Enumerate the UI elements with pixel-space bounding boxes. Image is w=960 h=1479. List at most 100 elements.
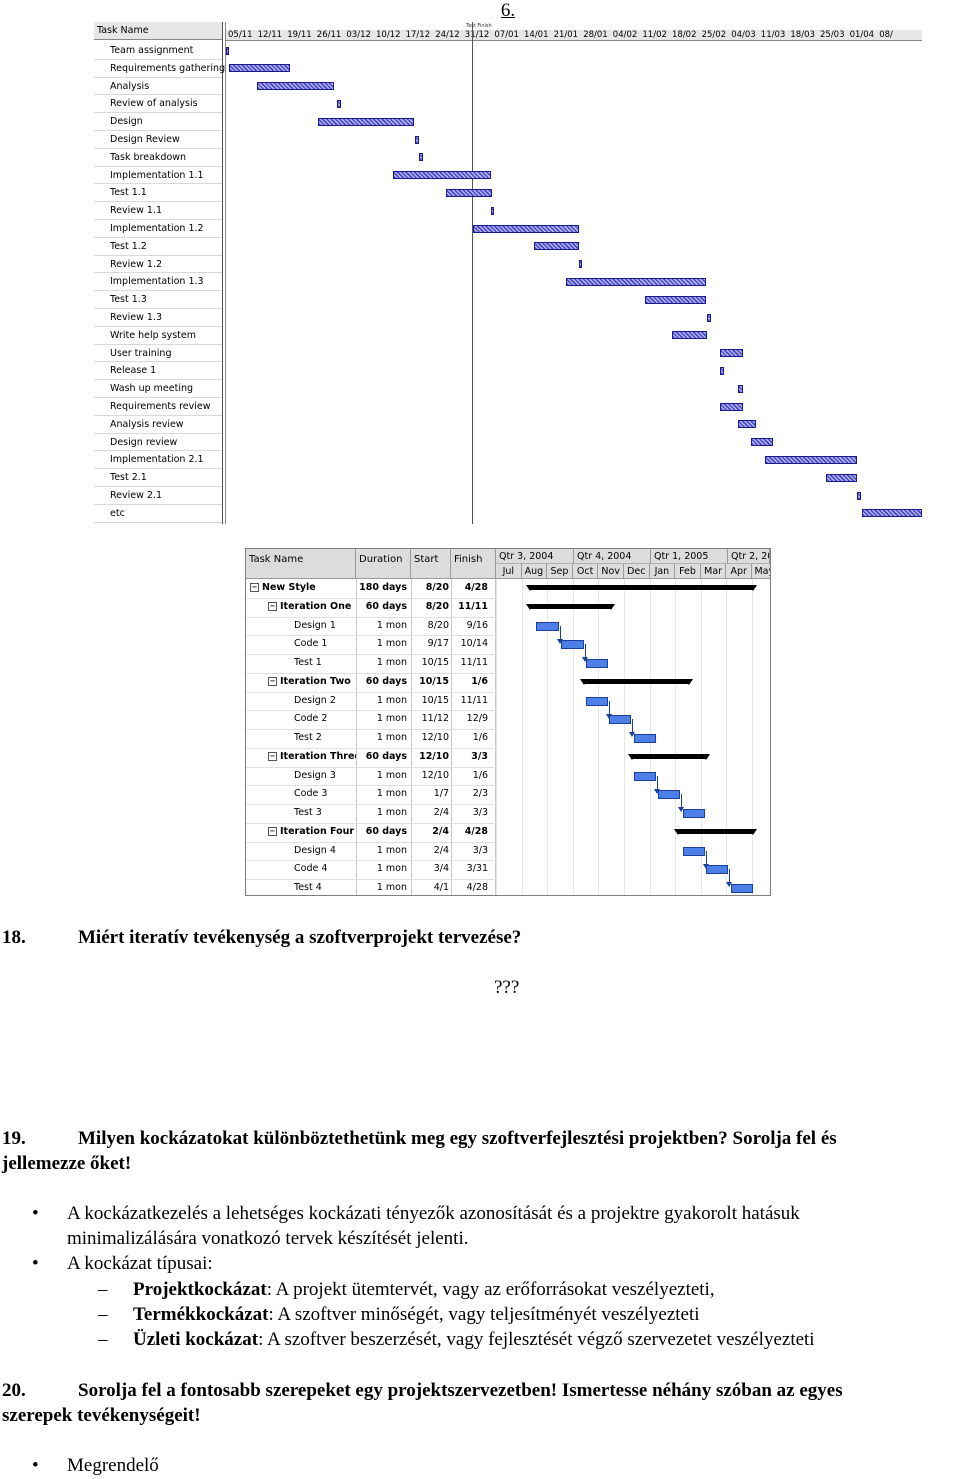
task-row: Test 1.2 <box>94 238 222 256</box>
task-row: Review 1.1 <box>94 202 222 220</box>
timeline-date-label: 12/11 <box>257 30 283 40</box>
timeline-header: 05/11 12/11 19/11 26/11 03/12 10/12 17/12 24/12… <box>226 30 922 41</box>
task-name-header: Task Name <box>94 22 222 40</box>
timeline-date-label: 05/11 <box>228 30 253 40</box>
dependency-arrow <box>654 775 660 794</box>
task-name-label: Test 3 <box>294 807 322 818</box>
finish-cell: 11/11 <box>458 600 488 612</box>
collapse-toggle-icon[interactable]: − <box>268 826 277 836</box>
bullet-icon: • <box>32 1253 39 1274</box>
task-name-label: Test 2 <box>294 732 322 743</box>
task-bar <box>765 455 857 464</box>
month-gridline <box>752 579 753 895</box>
collapse-toggle-icon[interactable]: − <box>250 583 259 592</box>
task-name-label: Iteration Two <box>280 675 351 687</box>
task-bar <box>683 846 705 856</box>
dependency-arrow <box>557 625 563 644</box>
timeline-date-label: 28/01 <box>583 30 608 40</box>
collapse-toggle-icon[interactable]: − <box>268 601 277 611</box>
task-bar <box>226 46 229 55</box>
month-gridline <box>547 579 549 895</box>
task-name-cell: Design 1 <box>246 617 356 636</box>
task-name-label: Code 2 <box>294 713 328 725</box>
risk-term: Projektkockázat <box>133 1279 267 1300</box>
duration-cell: 60 days <box>365 675 407 687</box>
dependency-arrow <box>606 700 612 719</box>
gantt-chart-2: Task Name Duration Start Finish Qtr 3, 2… <box>245 548 771 896</box>
dependency-arrow <box>703 850 709 869</box>
divider <box>222 22 223 524</box>
finish-cell: 2/3 <box>472 788 488 800</box>
timeline-date-label: 24/12 <box>435 30 460 40</box>
task-bar <box>672 331 707 340</box>
task-row: Review 1.2 <box>94 256 222 274</box>
task-name-cell: − New Style <box>246 579 356 598</box>
task-row: User training <box>94 345 222 363</box>
risk-desc: : A szoftver beszerzését, vagy fejleszté… <box>258 1329 815 1350</box>
column-divider <box>411 579 412 895</box>
task-row: Release 1 <box>94 362 222 381</box>
task-name-label: Code 4 <box>294 863 328 875</box>
question-18-answer: ??? <box>494 977 520 998</box>
quarter-header: Qtr 2, 20 <box>728 549 770 564</box>
collapse-toggle-icon[interactable]: − <box>268 751 277 761</box>
timeline-date-label: 26/11 <box>316 30 342 40</box>
question-20-text-cont: szerepek tevékenységeit! <box>2 1405 201 1426</box>
start-cell: 11/12 <box>421 713 449 725</box>
duration-cell: 1 mon <box>376 882 407 893</box>
summary-bar <box>526 603 615 610</box>
task-name-label: Design 2 <box>294 694 336 706</box>
duration-cell: 60 days <box>365 600 407 612</box>
task-bar <box>393 171 491 180</box>
finish-cell: 4/28 <box>466 882 488 893</box>
finish-cell: 1/6 <box>472 769 488 781</box>
task-row: Implementation 1.3 <box>94 273 222 292</box>
row-divider <box>246 785 496 787</box>
task-bar <box>634 771 656 781</box>
task-bar <box>658 790 680 800</box>
timeline-date-label: 25/03 <box>820 30 845 40</box>
task-bar <box>419 153 423 162</box>
finish-cell: 9/16 <box>466 619 488 631</box>
start-cell: 2/4 <box>432 825 449 837</box>
task-bar <box>473 224 579 233</box>
month-gridline <box>496 579 497 895</box>
month-gridline <box>700 579 702 895</box>
task-bar <box>609 715 631 725</box>
month-header: Mar <box>700 564 727 579</box>
finish-cell: 3/31 <box>466 863 488 875</box>
finish-label: Test Finish <box>466 23 492 29</box>
dependency-arrow <box>678 794 684 813</box>
finish-cell: 1/6 <box>472 732 488 743</box>
task-bar <box>491 206 494 215</box>
timeline-date-label: 04/03 <box>731 30 756 40</box>
timeline-date-label: 08/ <box>879 30 893 40</box>
risk-definition: A kockázatkezelés a lehetséges kockázati… <box>67 1203 800 1224</box>
task-row: Test 1.3 <box>94 291 222 309</box>
duration-cell: 60 days <box>365 825 407 837</box>
timeline-date-label: 01/04 <box>849 30 875 40</box>
summary-bar <box>526 585 757 591</box>
duration-cell: 1 mon <box>376 657 407 668</box>
task-bar <box>634 734 656 743</box>
task-name-cell: − Iteration Four <box>246 823 356 842</box>
dash-icon: – <box>98 1304 108 1325</box>
task-name-label: Iteration Three <box>280 750 356 762</box>
task-name-label: Test 4 <box>294 882 322 893</box>
start-cell: 12/10 <box>421 732 449 743</box>
role-item: Megrendelő <box>67 1455 159 1476</box>
month-gridline <box>624 579 625 895</box>
task-name-cell: Code 1 <box>246 635 356 654</box>
task-name-cell: − Iteration Three <box>246 748 356 767</box>
collapse-toggle-icon[interactable]: − <box>268 676 277 686</box>
risk-item: Üzleti kockázat: A szoftver beszerzését,… <box>133 1327 815 1352</box>
start-cell: 12/10 <box>421 769 449 781</box>
month-header: Sep <box>547 564 573 579</box>
task-name-cell: Code 2 <box>246 710 356 729</box>
dependency-arrow <box>629 719 635 738</box>
row-divider <box>246 860 496 862</box>
start-cell: 10/15 <box>419 675 449 687</box>
bullet-icon: • <box>32 1455 39 1476</box>
finish-cell: 11/11 <box>460 694 488 706</box>
task-bar <box>707 313 711 322</box>
